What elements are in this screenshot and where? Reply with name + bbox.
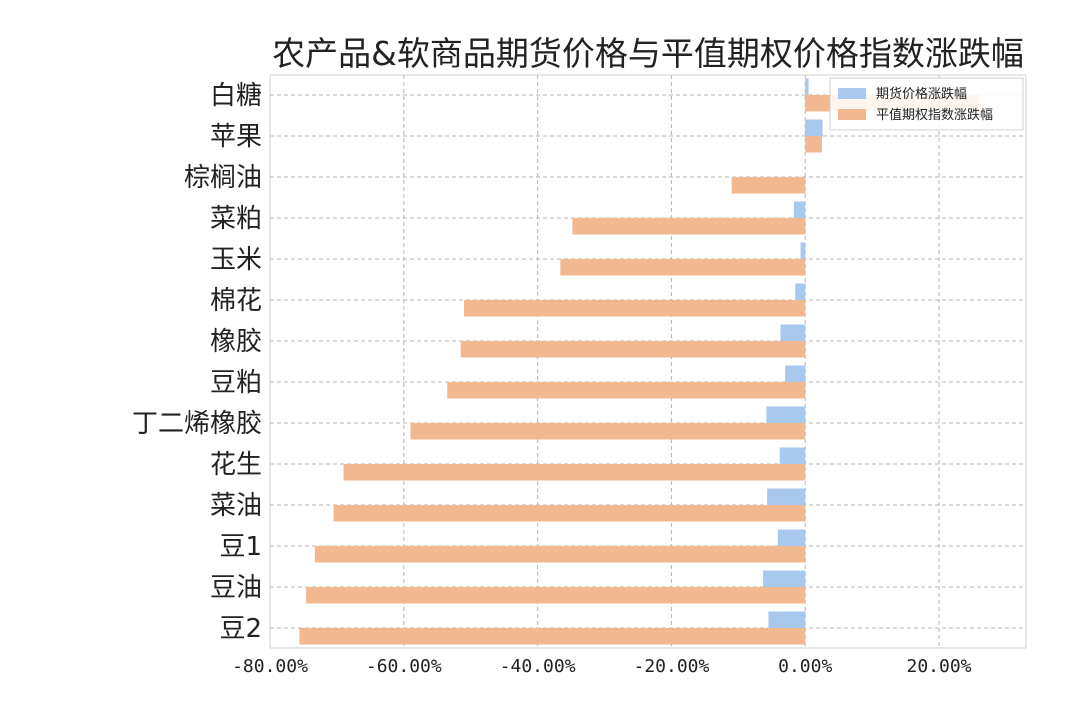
category-label: 花生 xyxy=(210,450,262,480)
bar-option-index xyxy=(447,382,806,399)
bar-futures xyxy=(795,283,806,300)
category-label: 豆油 xyxy=(210,573,262,603)
category-label: 豆粕 xyxy=(210,368,262,398)
bar-futures xyxy=(767,488,806,505)
legend: 期货价格涨跌幅 平值期权指数涨跌幅 xyxy=(829,77,1024,131)
bars xyxy=(299,78,980,645)
x-tick-label: -80.00% xyxy=(232,656,308,677)
legend-swatch-futures xyxy=(838,88,866,99)
category-label: 苹果 xyxy=(210,122,262,152)
legend-box xyxy=(829,77,1024,131)
x-tick-labels: -80.00% -60.00% -40.00% -20.00% 0.00% 20.00% xyxy=(232,656,972,677)
bar-futures xyxy=(805,119,823,136)
x-tick-label: -20.00% xyxy=(633,656,709,677)
category-label: 棕榈油 xyxy=(184,163,262,193)
bar-futures xyxy=(780,324,806,341)
bar-option-index xyxy=(343,464,806,481)
legend-label-futures: 期货价格涨跌幅 xyxy=(876,86,967,102)
bar-futures xyxy=(793,201,806,218)
legend-label-option-index: 平值期权指数涨跌幅 xyxy=(876,107,993,123)
bar-futures xyxy=(805,78,809,95)
bar-option-index xyxy=(805,136,822,153)
bar-option-index xyxy=(299,628,806,645)
category-label: 豆2 xyxy=(219,614,262,644)
chart-title: 农产品&软商品期货价格与平值期权价格指数涨跌幅 xyxy=(272,34,1024,73)
plot-frame xyxy=(269,74,1027,649)
bar-option-index xyxy=(560,259,806,276)
bar-option-index xyxy=(306,587,806,604)
bar-option-index xyxy=(410,423,806,440)
category-label: 豆1 xyxy=(219,532,262,562)
bar-option-index xyxy=(572,218,806,235)
category-label: 菜粕 xyxy=(210,204,262,234)
bar-futures xyxy=(785,365,806,382)
bar-option-index xyxy=(731,177,806,194)
bar-futures xyxy=(766,406,806,423)
bar-futures xyxy=(800,242,806,259)
category-label: 丁二烯橡胶 xyxy=(132,409,262,439)
x-tick-label: 0.00% xyxy=(778,656,832,677)
bar-option-index xyxy=(460,341,806,358)
bar-option-index xyxy=(464,300,806,317)
bar-option-index xyxy=(333,505,806,522)
category-label: 玉米 xyxy=(210,245,262,275)
bar-option-index xyxy=(314,546,806,563)
bar-futures xyxy=(768,611,806,628)
x-tick-label: 20.00% xyxy=(907,656,972,677)
category-label: 白糖 xyxy=(210,81,262,111)
bar-futures xyxy=(763,570,806,587)
bar-futures xyxy=(777,529,806,546)
category-label: 橡胶 xyxy=(210,327,262,357)
category-label: 菜油 xyxy=(210,491,262,521)
x-tick-label: -40.00% xyxy=(500,656,576,677)
x-tick-label: -60.00% xyxy=(366,656,442,677)
bar-futures xyxy=(779,447,806,464)
category-label: 棉花 xyxy=(210,286,262,316)
legend-swatch-option-index xyxy=(838,109,866,120)
